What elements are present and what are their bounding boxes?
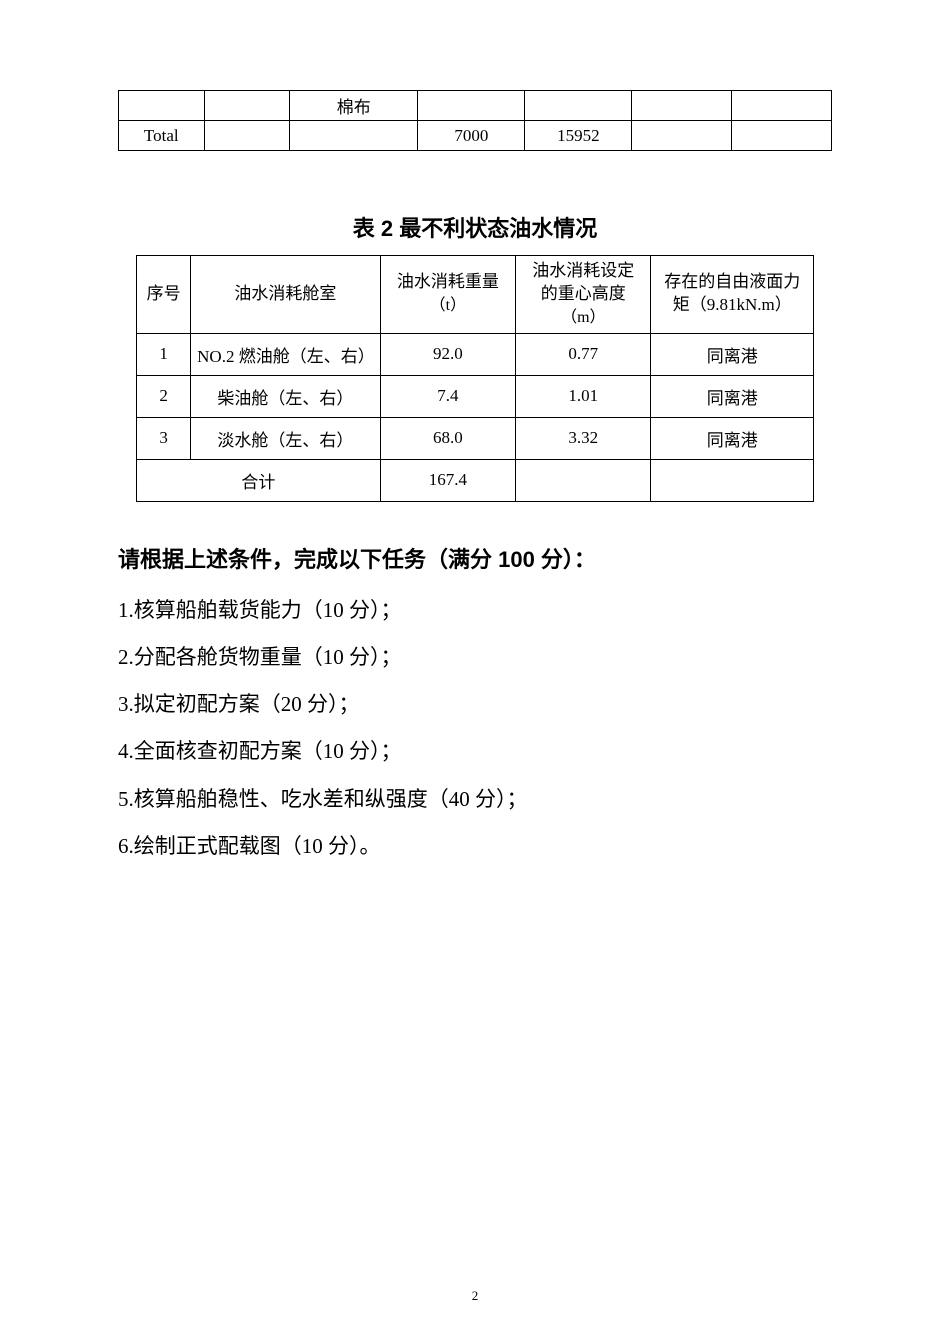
cell-no: 3 xyxy=(137,417,191,459)
cell-total-weight: 167.4 xyxy=(380,459,515,501)
col-header-fsm-l2: 矩（9.81kN.m） xyxy=(673,295,792,314)
task-prompt: 请根据上述条件，完成以下任务（满分 100 分）： xyxy=(118,542,832,574)
task-item: 4.全面核查初配方案（10 分）； xyxy=(118,739,832,764)
table-row: 1 NO.2 燃油舱（左、右） 92.0 0.77 同离港 xyxy=(137,333,814,375)
table-row: 棉布 xyxy=(119,91,832,121)
col-header-zcg-l1: 油水消耗设定 xyxy=(532,261,634,280)
task-item: 3.拟定初配方案（20 分）； xyxy=(118,692,832,717)
col-header-zcg-l2: 的重心高度 xyxy=(541,284,626,303)
cell-zcg: 3.32 xyxy=(516,417,651,459)
cell-total-volume: 15952 xyxy=(525,121,632,151)
table-row-total: Total 7000 15952 xyxy=(119,121,832,151)
cell-no: 2 xyxy=(137,375,191,417)
cell-weight: 92.0 xyxy=(380,333,515,375)
col-header-weight: 油水消耗重量 （t） xyxy=(380,256,515,334)
table-row: 2 柴油舱（左、右） 7.4 1.01 同离港 xyxy=(137,375,814,417)
cell-zcg: 0.77 xyxy=(516,333,651,375)
cell-tank: 淡水舱（左、右） xyxy=(191,417,381,459)
page-number: 2 xyxy=(0,1288,950,1304)
table-row-total: 合计 167.4 xyxy=(137,459,814,501)
cargo-table-fragment: 棉布 Total 7000 15952 xyxy=(118,90,832,151)
cell-note: 同离港 xyxy=(651,375,814,417)
cell-zcg: 1.01 xyxy=(516,375,651,417)
col-header-no: 序号 xyxy=(137,256,191,334)
task-item: 6.绘制正式配载图（10 分）。 xyxy=(118,834,832,859)
col-header-zcg-unit: （m） xyxy=(561,309,605,326)
cell-total-label: 合计 xyxy=(137,459,381,501)
cell-total-label: Total xyxy=(119,121,205,151)
cell-weight: 68.0 xyxy=(380,417,515,459)
oil-water-table: 序号 油水消耗舱室 油水消耗重量 （t） 油水消耗设定 的重心高度 （m） 存在… xyxy=(136,255,814,502)
col-header-fsm: 存在的自由液面力 矩（9.81kN.m） xyxy=(651,256,814,334)
col-header-weight-unit: （t） xyxy=(430,297,466,314)
col-header-tank: 油水消耗舱室 xyxy=(191,256,381,334)
table2-caption: 表 2 最不利状态油水情况 xyxy=(118,211,832,243)
cell-weight: 7.4 xyxy=(380,375,515,417)
table-header-row: 序号 油水消耗舱室 油水消耗重量 （t） 油水消耗设定 的重心高度 （m） 存在… xyxy=(137,256,814,334)
col-header-weight-label: 油水消耗重量 xyxy=(397,272,499,291)
cell-tank: NO.2 燃油舱（左、右） xyxy=(191,333,381,375)
col-header-fsm-l1: 存在的自由液面力 xyxy=(664,272,800,291)
task-list: 1.核算船舶载货能力（10 分）； 2.分配各舱货物重量（10 分）； 3.拟定… xyxy=(118,598,832,859)
cell-tank: 柴油舱（左、右） xyxy=(191,375,381,417)
table-row: 3 淡水舱（左、右） 68.0 3.32 同离港 xyxy=(137,417,814,459)
cell-note: 同离港 xyxy=(651,333,814,375)
cell-note: 同离港 xyxy=(651,417,814,459)
cell-total-weight: 7000 xyxy=(418,121,525,151)
task-item: 2.分配各舱货物重量（10 分）； xyxy=(118,645,832,670)
task-item: 1.核算船舶载货能力（10 分）； xyxy=(118,598,832,623)
cell-no: 1 xyxy=(137,333,191,375)
cell-material: 棉布 xyxy=(290,91,418,121)
col-header-zcg: 油水消耗设定 的重心高度 （m） xyxy=(516,256,651,334)
task-item: 5.核算船舶稳性、吃水差和纵强度（40 分）； xyxy=(118,787,832,812)
